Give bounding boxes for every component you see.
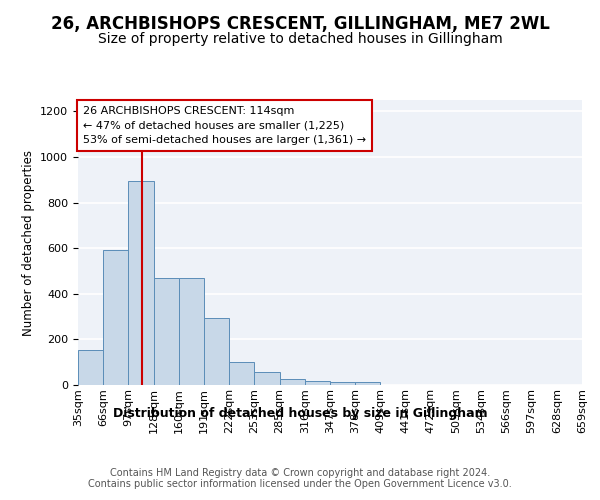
Bar xyxy=(154,278,179,385)
Bar xyxy=(78,350,103,385)
Text: Size of property relative to detached houses in Gillingham: Size of property relative to detached ho… xyxy=(98,32,502,46)
Bar xyxy=(355,382,380,385)
Bar xyxy=(229,362,254,385)
Bar xyxy=(254,372,280,385)
Text: 26 ARCHBISHOPS CRESCENT: 114sqm
← 47% of detached houses are smaller (1,225)
53%: 26 ARCHBISHOPS CRESCENT: 114sqm ← 47% of… xyxy=(83,106,366,146)
Bar xyxy=(305,381,330,385)
Text: Contains HM Land Registry data © Crown copyright and database right 2024.
Contai: Contains HM Land Registry data © Crown c… xyxy=(88,468,512,489)
Y-axis label: Number of detached properties: Number of detached properties xyxy=(22,150,35,336)
Text: Distribution of detached houses by size in Gillingham: Distribution of detached houses by size … xyxy=(113,408,487,420)
Bar xyxy=(128,182,154,385)
Bar xyxy=(280,380,305,385)
Bar xyxy=(179,278,204,385)
Text: 26, ARCHBISHOPS CRESCENT, GILLINGHAM, ME7 2WL: 26, ARCHBISHOPS CRESCENT, GILLINGHAM, ME… xyxy=(50,15,550,33)
Bar xyxy=(330,382,355,385)
Bar xyxy=(103,250,128,385)
Bar xyxy=(204,318,229,385)
